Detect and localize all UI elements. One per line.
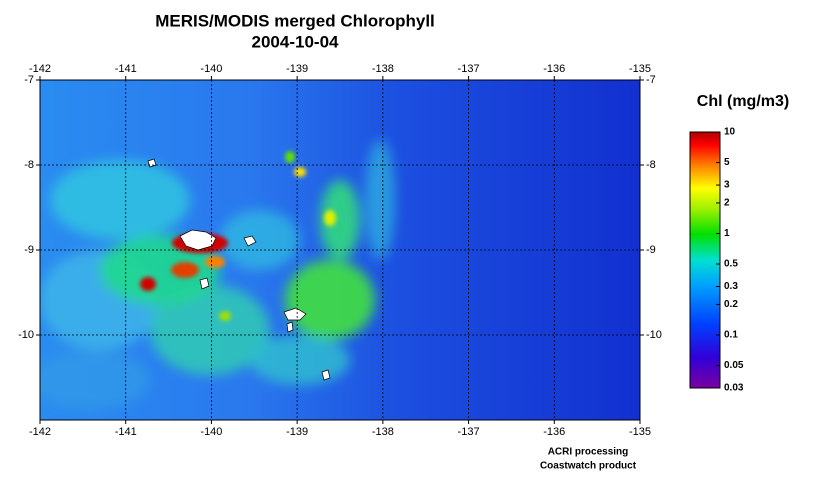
colorbar-tick-label: 5 xyxy=(724,157,730,168)
colorbar-tick-label: 10 xyxy=(724,127,736,138)
x-tick-label: -142 xyxy=(29,426,51,438)
y-tick-label: -10 xyxy=(646,329,662,341)
x-tick-label: -136 xyxy=(543,63,565,75)
y-tick-label: -8 xyxy=(24,159,34,171)
map-title: MERIS/MODIS merged Chlorophyll xyxy=(155,11,435,30)
credit: ACRI processing xyxy=(548,447,629,458)
colorbar-tick-label: 2 xyxy=(724,198,730,209)
x-tick-label: -136 xyxy=(543,426,565,438)
x-tick-label: -135 xyxy=(629,63,651,75)
colorbar-tick-label: 0.03 xyxy=(724,383,744,394)
x-tick-label: -140 xyxy=(200,63,222,75)
colorbar-tick-label: 0.2 xyxy=(724,299,738,310)
x-tick-label: -139 xyxy=(286,426,308,438)
x-tick-label: -141 xyxy=(115,426,137,438)
x-tick-label: -141 xyxy=(115,63,137,75)
colorbar-tick-label: 0.1 xyxy=(724,330,738,341)
x-tick-label: -142 xyxy=(29,63,51,75)
x-tick-label: -139 xyxy=(286,63,308,75)
credit: Coastwatch product xyxy=(540,461,637,472)
y-tick-label: -10 xyxy=(18,329,34,341)
colorbar-label: Chl (mg/m3) xyxy=(697,93,789,110)
map-date: 2004-10-04 xyxy=(252,32,340,51)
y-tick-label: -9 xyxy=(24,244,34,256)
y-tick-label: -7 xyxy=(24,74,34,86)
x-tick-label: -140 xyxy=(200,426,222,438)
x-tick-label: -137 xyxy=(458,426,480,438)
y-tick-label: -7 xyxy=(646,74,656,86)
x-tick-label: -137 xyxy=(458,63,480,75)
y-tick-label: -8 xyxy=(646,159,656,171)
colorbar-tick-label: 3 xyxy=(724,180,730,191)
colorbar-tick-label: 0.5 xyxy=(724,259,738,270)
colorbar-tick-label: 0.05 xyxy=(724,360,744,371)
x-tick-label: -138 xyxy=(372,63,394,75)
colorbar-tick-label: 0.3 xyxy=(724,281,738,292)
y-tick-label: -9 xyxy=(646,244,656,256)
x-tick-label: -135 xyxy=(629,426,651,438)
colorbar-tick-label: 1 xyxy=(724,228,730,239)
x-tick-label: -138 xyxy=(372,426,394,438)
colorbar xyxy=(689,131,721,389)
